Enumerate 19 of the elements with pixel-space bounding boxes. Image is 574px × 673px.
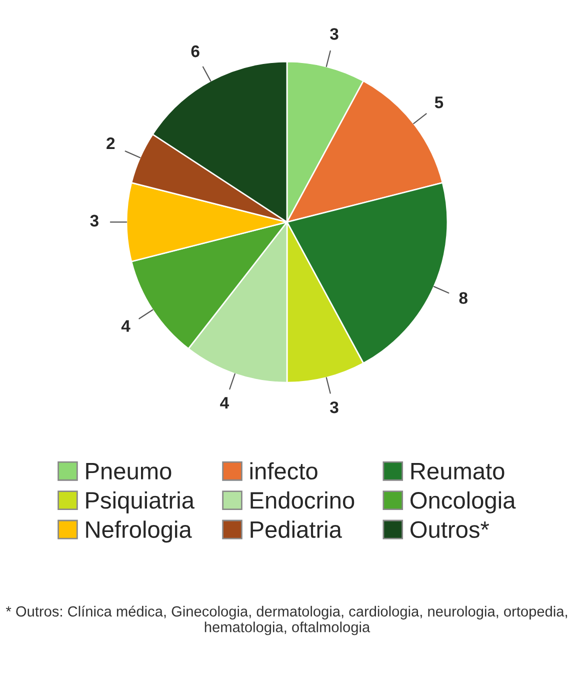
legend-label: Psiquiatria [86,491,194,514]
legend-label: Endocrino [250,491,354,509]
data-label: 3 [330,401,338,414]
data-label: 6 [191,45,200,58]
data-label: 2 [106,137,115,150]
legend-label: Nefrologia [86,520,192,543]
data-label: 4 [121,320,130,332]
data-label: 3 [90,214,98,227]
data-label: 3 [330,28,338,40]
data-label: 5 [434,96,444,108]
legend-label: Outros* [410,521,490,538]
legend-label: Pediatria [250,520,342,538]
legend-label: Reumato [411,463,504,480]
data-label: 8 [459,292,468,304]
legend-label: Pneumo [86,463,172,480]
legend-label: infecto [250,462,318,480]
legend-label: Oncologia [410,491,516,514]
text: * Outros: Clínica médica, Ginecologia, dermatologia, cardiologia, neurologia, ortopedia, hematologia, oftalmologia [6,606,567,636]
data-label: 4 [220,397,230,409]
